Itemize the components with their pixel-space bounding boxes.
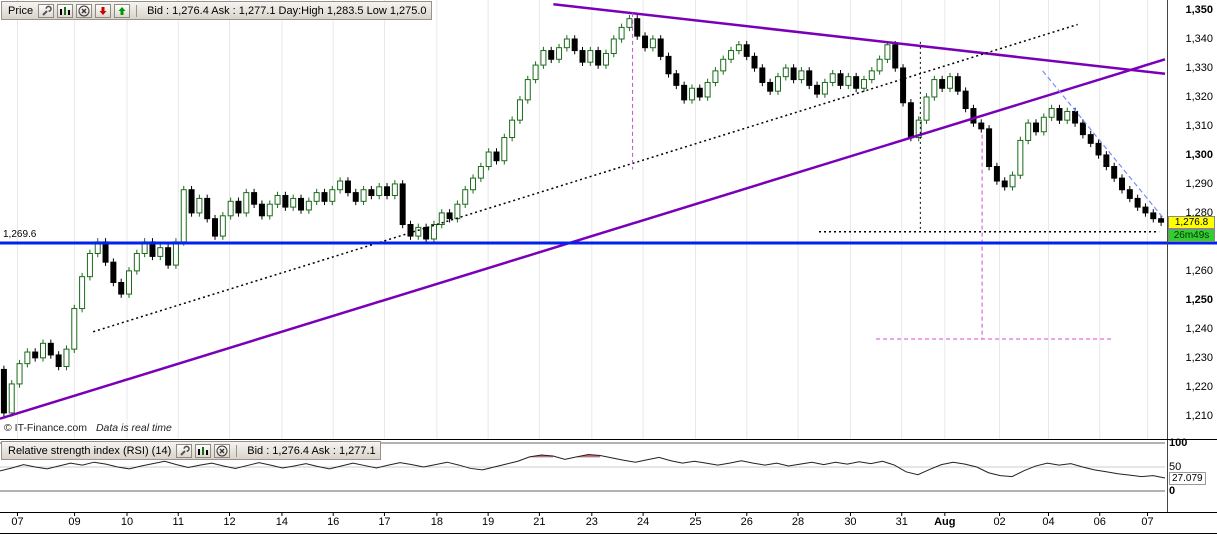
- toolbar-divider: [136, 4, 138, 17]
- green-up-arrow-icon: [118, 6, 126, 15]
- sell-button[interactable]: [95, 3, 112, 18]
- level-line-label: 1,269.6: [3, 229, 37, 241]
- rsi-quote-text: Bid : 1,276.4 Ask : 1,277.1: [247, 444, 376, 457]
- rsi-panel-title: Relative strength index (RSI) (14): [8, 444, 172, 457]
- chart-style-button[interactable]: [57, 3, 74, 18]
- close-icon: [78, 5, 90, 16]
- close-panel-button[interactable]: [76, 3, 93, 18]
- toolbar-divider: [236, 444, 238, 457]
- price-panel-toolbar: Price: [1, 1, 432, 20]
- price-panel-title: Price: [8, 4, 34, 17]
- support-trendline: [0, 58, 1166, 420]
- resistance-trendline: [553, 2, 1166, 76]
- realtime-text: Data is real time: [95, 422, 172, 434]
- blue-dashed-trend: [1042, 70, 1165, 220]
- price-quote-text: Bid : 1,276.4 Ask : 1,277.1 Day:High 1,2…: [147, 4, 427, 17]
- buy-button[interactable]: [114, 3, 131, 18]
- candle-countdown-badge: 26m49s: [1168, 229, 1215, 243]
- last-price-badge: 1,276.8: [1168, 216, 1215, 230]
- copyright-text: © IT-Finance.com: [4, 422, 88, 434]
- rsi-chart-style-button[interactable]: [195, 443, 212, 458]
- candlestick-chart-icon: [60, 6, 71, 15]
- close-icon: [216, 445, 228, 456]
- rsi-panel-toolbar: Relative strength index (RSI) (14) Bid :…: [1, 441, 381, 460]
- dotted-uptrend: [92, 23, 1078, 333]
- candlestick-chart-icon: [198, 446, 209, 455]
- copyright-note: © IT-Finance.com Data is real time: [4, 422, 172, 434]
- rsi-value-label: 27.079: [1169, 472, 1206, 485]
- wrench-icon: [180, 445, 191, 456]
- red-down-arrow-icon: [99, 6, 107, 15]
- rsi-settings-wrench-button[interactable]: [176, 443, 193, 458]
- rsi-close-panel-button[interactable]: [214, 443, 231, 458]
- settings-wrench-button[interactable]: [38, 3, 55, 18]
- wrench-icon: [42, 5, 52, 16]
- rsi-line: [0, 454, 1166, 479]
